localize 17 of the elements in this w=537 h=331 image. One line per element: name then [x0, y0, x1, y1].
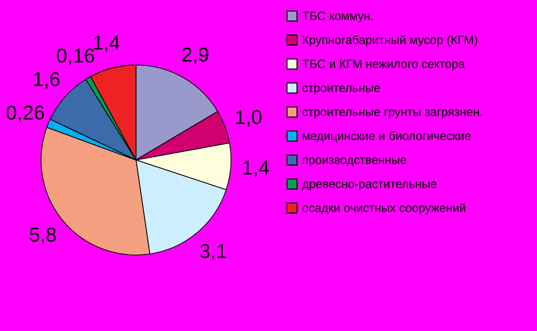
- data-label: 3,1: [199, 240, 228, 263]
- data-label: 0,16: [56, 45, 96, 68]
- legend-label: медицинские и биологические: [302, 129, 472, 143]
- data-label: 0,26: [6, 102, 45, 125]
- data-label: 2,9: [181, 44, 210, 67]
- legend-label: производственные: [302, 153, 407, 167]
- legend-label: строительные грунты загрязнен.: [302, 105, 484, 119]
- data-label: 1,4: [242, 157, 270, 180]
- data-label: 5,8: [29, 224, 57, 247]
- legend-label: древесно-растительные: [302, 177, 438, 191]
- data-label: 1,6: [32, 69, 60, 92]
- legend-label: осадки очистных сооружений: [302, 201, 466, 215]
- legend-label: строительные: [302, 81, 381, 95]
- data-label: 1,0: [234, 106, 262, 129]
- legend-label: Крупногабаритный мусор (КГМ): [302, 33, 478, 47]
- legend-label: ТБС коммун.: [302, 9, 374, 23]
- legend-label: ТБС и КГМ нежилого сектора: [302, 57, 466, 71]
